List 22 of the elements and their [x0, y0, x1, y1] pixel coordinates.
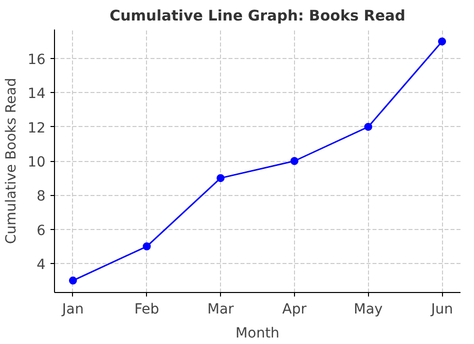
point — [142, 242, 151, 250]
point — [364, 122, 372, 131]
x-axis-title: Month — [236, 326, 280, 342]
chart-title: Cumulative Line Graph: Books Read — [110, 8, 406, 24]
x-tick-label: Jun — [430, 302, 453, 318]
y-tick-label: 6 — [36, 222, 46, 239]
y-tick-label: 8 — [36, 188, 46, 205]
y-tick-label: 10 — [28, 154, 46, 170]
x-tick-label: Apr — [282, 302, 307, 318]
y-axis-title: Cumulative Books Read — [4, 78, 20, 244]
y-tick-label: 12 — [28, 120, 46, 136]
point — [438, 37, 446, 46]
x-tick-label: May — [354, 302, 383, 318]
y-tick-label: 14 — [28, 86, 46, 102]
point — [68, 276, 77, 285]
point — [216, 174, 225, 182]
y-tick-label: 4 — [36, 256, 46, 273]
x-tick-label: Mar — [207, 302, 234, 318]
point — [290, 157, 298, 165]
x-tick-label: Jan — [61, 302, 84, 318]
x-tick-label: Feb — [134, 302, 160, 318]
y-tick-label: 16 — [28, 52, 46, 68]
